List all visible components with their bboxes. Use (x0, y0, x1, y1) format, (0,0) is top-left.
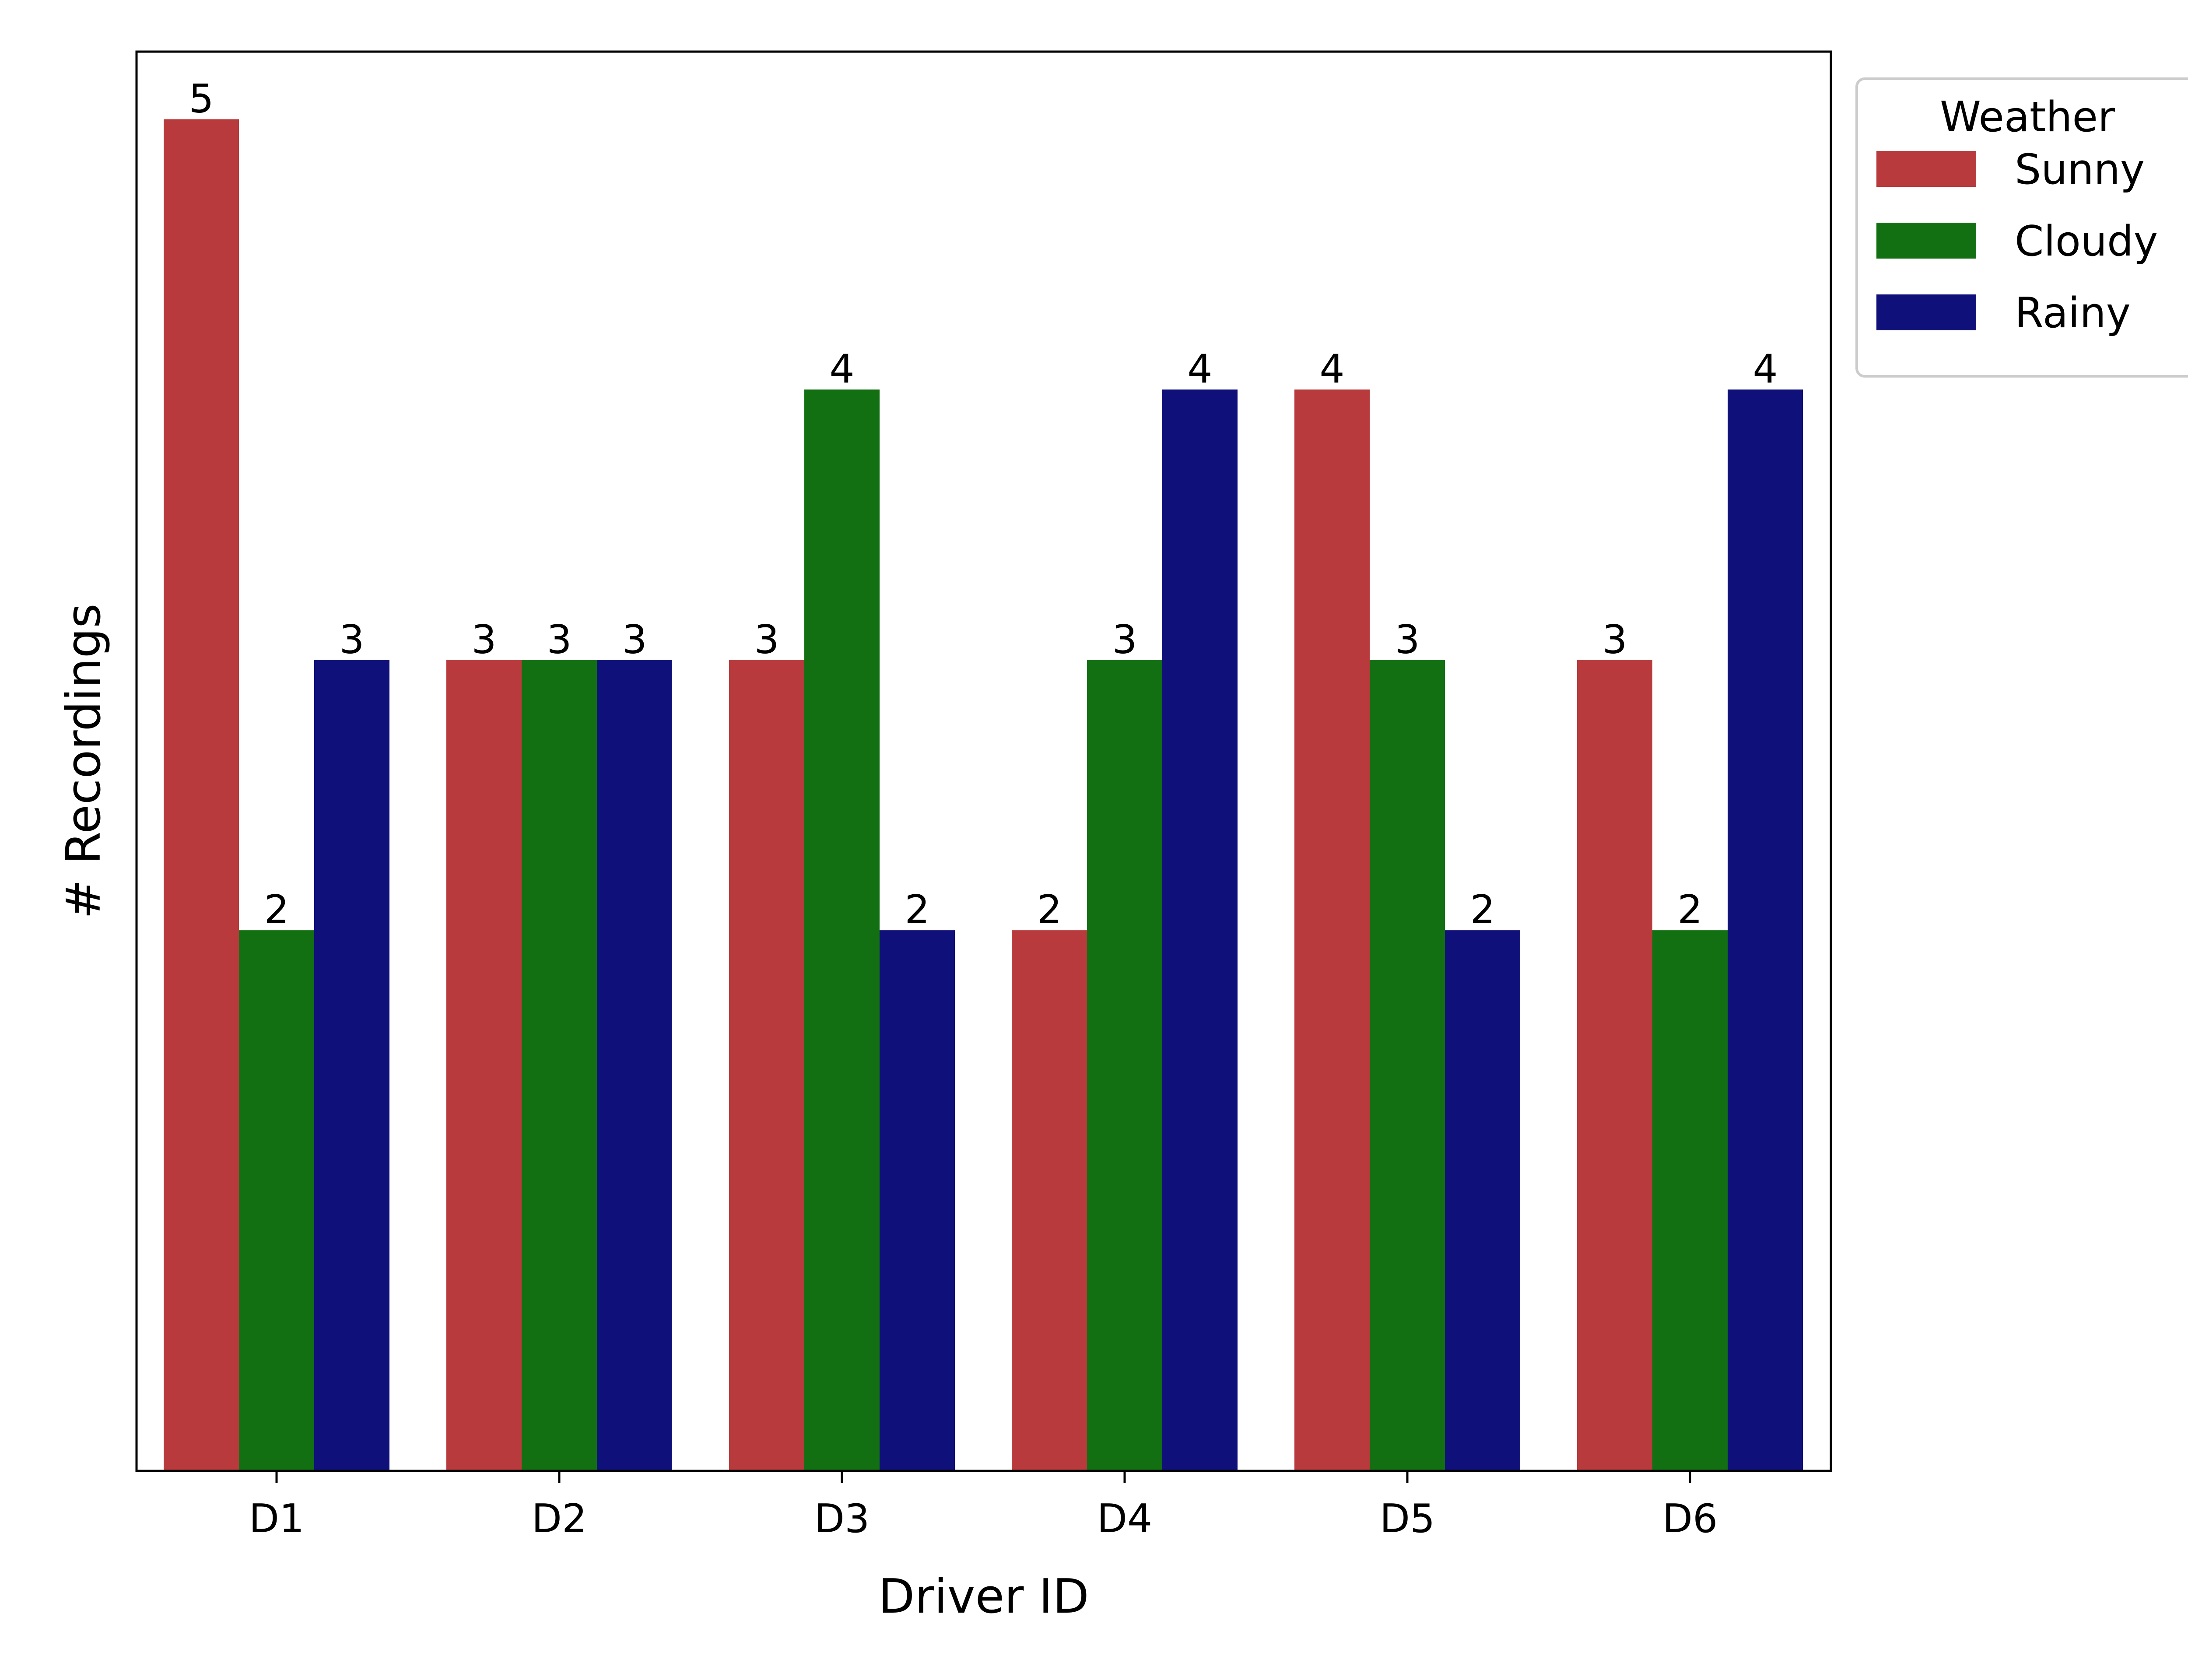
data-label-sunny-d6: 3 (1602, 616, 1627, 662)
data-label-cloudy-d2: 3 (547, 616, 572, 662)
legend-swatch-rainy (1876, 294, 1976, 330)
bar-rainy-d2 (597, 660, 672, 1471)
bars-layer (164, 119, 1803, 1471)
data-label-rainy-d3: 2 (905, 887, 929, 933)
data-label-sunny-d5: 4 (1319, 346, 1344, 392)
legend-swatch-cloudy (1876, 223, 1976, 259)
data-label-rainy-d6: 4 (1753, 346, 1778, 392)
legend-label-cloudy: Cloudy (2015, 217, 2158, 266)
data-label-sunny-d2: 3 (471, 616, 496, 662)
data-label-sunny-d1: 5 (189, 76, 214, 122)
x-tick-label-d3: D3 (814, 1496, 870, 1542)
data-label-cloudy-d6: 2 (1677, 887, 1702, 933)
x-tick-label-d6: D6 (1662, 1496, 1718, 1542)
data-label-cloudy-d4: 3 (1112, 616, 1137, 662)
bar-rainy-d6 (1728, 389, 1803, 1471)
data-label-cloudy-d5: 3 (1395, 616, 1420, 662)
data-labels-layer: 5 2 3 3 3 3 3 4 2 2 3 4 4 3 2 3 2 4 (189, 76, 1778, 933)
bar-sunny-d3 (729, 660, 804, 1471)
data-label-rainy-d4: 4 (1187, 346, 1212, 392)
bar-sunny-d6 (1577, 660, 1652, 1471)
legend-swatch-sunny (1876, 151, 1976, 187)
bar-sunny-d5 (1294, 389, 1370, 1471)
x-tick-label-d1: D1 (249, 1496, 305, 1542)
data-label-sunny-d3: 3 (754, 616, 779, 662)
bar-cloudy-d6 (1652, 930, 1728, 1471)
plot-area-frame (135, 50, 1832, 1472)
y-axis-label: # Recordings (56, 603, 111, 919)
data-label-cloudy-d3: 4 (829, 346, 854, 392)
legend-entries: Sunny Cloudy Rainy (1876, 146, 2158, 337)
bar-rainy-d4 (1162, 389, 1238, 1471)
bar-rainy-d3 (880, 930, 955, 1471)
data-label-cloudy-d1: 2 (264, 887, 289, 933)
x-tick-label-d5: D5 (1380, 1496, 1435, 1542)
bar-rainy-d1 (314, 660, 389, 1471)
data-label-sunny-d4: 2 (1037, 887, 1062, 933)
data-label-rainy-d1: 3 (339, 616, 364, 662)
bar-cloudy-d3 (804, 389, 880, 1471)
bar-cloudy-d1 (239, 930, 314, 1471)
legend: Weather Sunny Cloudy Rainy (1855, 77, 2188, 378)
x-axis-label: Driver ID (878, 1569, 1089, 1624)
x-tick-label-d4: D4 (1097, 1496, 1153, 1542)
legend-label-rainy: Rainy (2015, 289, 2131, 337)
data-label-rainy-d5: 2 (1470, 887, 1495, 933)
x-axis-ticks: D1 D2 D3 D4 D5 D6 (249, 1471, 1718, 1542)
bar-cloudy-d2 (522, 660, 597, 1471)
bar-cloudy-d5 (1370, 660, 1445, 1471)
bar-sunny-d2 (446, 660, 522, 1471)
bar-cloudy-d4 (1087, 660, 1162, 1471)
bar-sunny-d4 (1012, 930, 1087, 1471)
legend-title: Weather (1940, 93, 2115, 141)
bar-sunny-d1 (164, 119, 239, 1471)
data-label-rainy-d2: 3 (622, 616, 647, 662)
legend-label-sunny: Sunny (2015, 146, 2145, 194)
bar-rainy-d5 (1445, 930, 1520, 1471)
x-tick-label-d2: D2 (532, 1496, 587, 1542)
